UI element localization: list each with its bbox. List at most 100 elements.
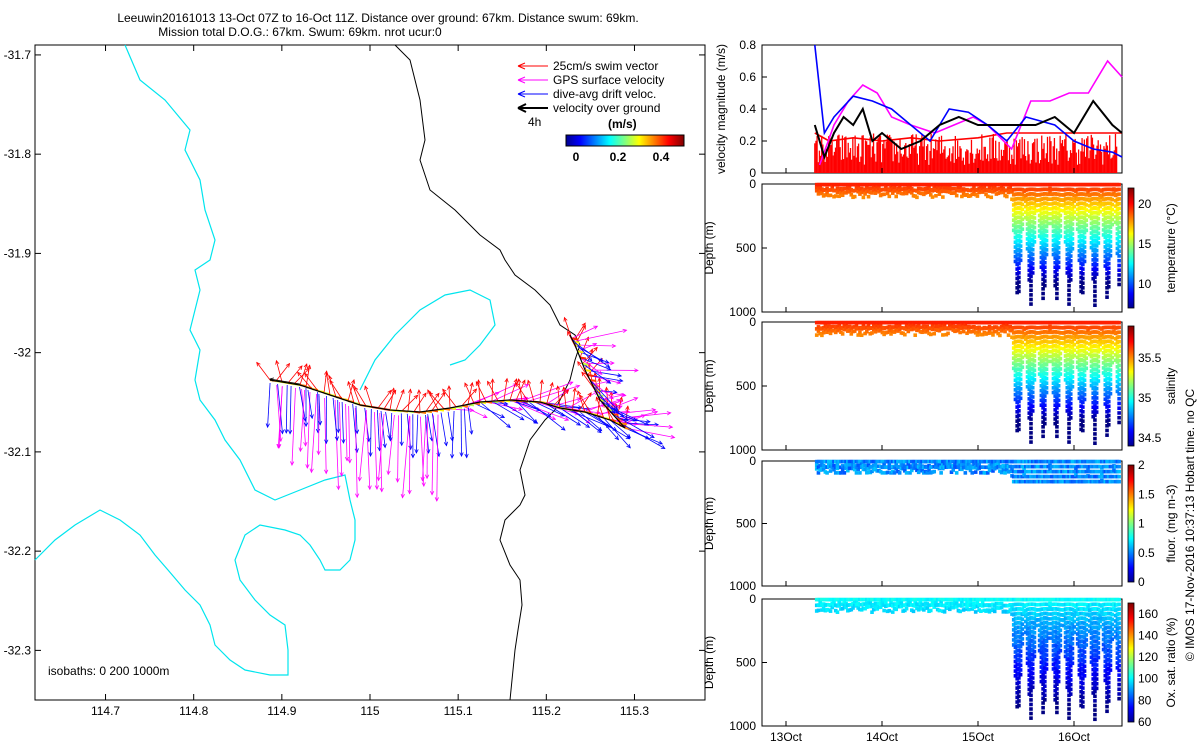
section-sample-point — [1106, 275, 1111, 280]
section-sample-point — [1055, 415, 1059, 420]
swim-vector — [276, 360, 283, 383]
section-sample-point — [980, 600, 985, 605]
swim-vector — [503, 378, 508, 401]
section-sample-point — [1043, 688, 1047, 693]
section-sample-point — [911, 609, 916, 614]
section-sample-point — [856, 189, 860, 194]
section-sample-point — [1017, 399, 1021, 404]
section-sample-point — [1105, 290, 1109, 295]
drift-vector-head — [612, 389, 618, 395]
section-sample-point — [1029, 279, 1033, 283]
section-sample-point — [1041, 396, 1045, 401]
section-sample-point — [1106, 271, 1111, 275]
drift-vector-head — [399, 441, 404, 447]
section-sample-point — [1044, 653, 1049, 657]
section-sample-point — [865, 465, 869, 469]
swim-vector — [431, 392, 446, 411]
section-sample-point — [1037, 234, 1042, 238]
map-x-tick-label: 115.1 — [444, 704, 473, 718]
legend-label-drift: dive-avg drift veloc. — [553, 87, 656, 101]
legend-label-swim: 25cm/s swim vector — [553, 59, 658, 73]
swim-vector — [539, 380, 543, 403]
section-sample-point — [828, 609, 833, 613]
map-x-tick-label: 114.9 — [267, 704, 296, 718]
section-sample-point — [1030, 381, 1035, 385]
section-sample-point — [1106, 413, 1111, 418]
section-sample-point — [1017, 289, 1021, 294]
section-sample-point — [941, 195, 945, 199]
section-sample-point — [1110, 345, 1115, 350]
section-sample-point — [1084, 341, 1089, 345]
swim-vector — [546, 382, 553, 405]
section-sample-point — [1032, 344, 1037, 349]
section-sample-point — [930, 324, 935, 328]
section-sample-point — [894, 188, 899, 193]
gps-vector-head — [309, 468, 314, 474]
section-sample-point — [825, 330, 829, 335]
section-sample-point — [909, 468, 914, 473]
section-sample-point — [1067, 435, 1071, 440]
section-sample-point — [1017, 694, 1021, 699]
section-sample-point — [1025, 237, 1030, 241]
section-sample-point — [1046, 207, 1051, 211]
section-sample-point — [1032, 349, 1037, 354]
section-sample-point — [1048, 605, 1052, 610]
section-sample-point — [1056, 383, 1061, 388]
section-sample-point — [1117, 197, 1121, 201]
section-sample-point — [968, 600, 973, 605]
section-sample-point — [1041, 244, 1045, 249]
section-sample-point — [1081, 267, 1085, 271]
velocity-over-ground-line — [269, 334, 626, 429]
section-sample-point — [1027, 244, 1032, 249]
section-sample-point — [920, 330, 924, 335]
section-sample-point — [816, 608, 821, 613]
swim-vector — [587, 358, 603, 376]
section-sample-point — [1106, 257, 1111, 261]
section-sample-point — [840, 468, 845, 472]
section-sample-point — [835, 463, 840, 467]
section-sample-point — [937, 463, 942, 467]
section-sample-point — [1117, 382, 1121, 387]
section-sample-point — [1062, 618, 1066, 623]
section-sample-point — [1068, 239, 1073, 244]
drift-vector — [573, 341, 610, 368]
drift-vector — [624, 427, 663, 445]
section-sample-point — [1025, 661, 1030, 666]
gps-vector-head — [355, 493, 360, 499]
swim-vector — [418, 390, 421, 413]
section-sample-point — [899, 601, 904, 605]
section-sample-point — [1108, 358, 1113, 363]
swim-vector-head — [593, 346, 598, 352]
section-sample-point — [1041, 263, 1045, 267]
section-sample-point — [890, 604, 895, 608]
section-sample-point — [972, 462, 976, 467]
map-y-tick-label: -32.1 — [4, 445, 32, 459]
swim-vector-head — [572, 387, 577, 393]
section-sample-point — [972, 329, 976, 333]
section-sample-point — [979, 188, 983, 193]
section-sample-point — [1020, 474, 1025, 479]
legend-vog-arrow-icon — [517, 103, 527, 113]
section-sample-point — [1029, 302, 1033, 306]
section-sample-point — [1029, 702, 1033, 707]
section-sample-point — [1098, 204, 1102, 209]
swim-vector — [553, 389, 569, 407]
gps-vector-head — [653, 410, 659, 415]
gps-vector — [334, 399, 339, 490]
section-sample-point — [1062, 623, 1066, 628]
section-y-tick-label: 1000 — [729, 579, 756, 593]
map-colorbar-tick-2: 0.4 — [653, 150, 670, 164]
section-sample-point — [930, 195, 935, 199]
section-sample-point — [1115, 379, 1120, 384]
section-sample-point — [1081, 286, 1085, 290]
section-sample-point — [985, 194, 990, 199]
section-sample-point — [1008, 185, 1013, 190]
section-sample-point — [1117, 235, 1121, 239]
section-sample-point — [1020, 330, 1025, 335]
section-sample-point — [1055, 396, 1059, 401]
section-sample-point — [1056, 388, 1061, 393]
section-colorbar — [1127, 187, 1135, 309]
swim-vector — [579, 337, 589, 358]
section-sample-point — [1027, 387, 1032, 392]
